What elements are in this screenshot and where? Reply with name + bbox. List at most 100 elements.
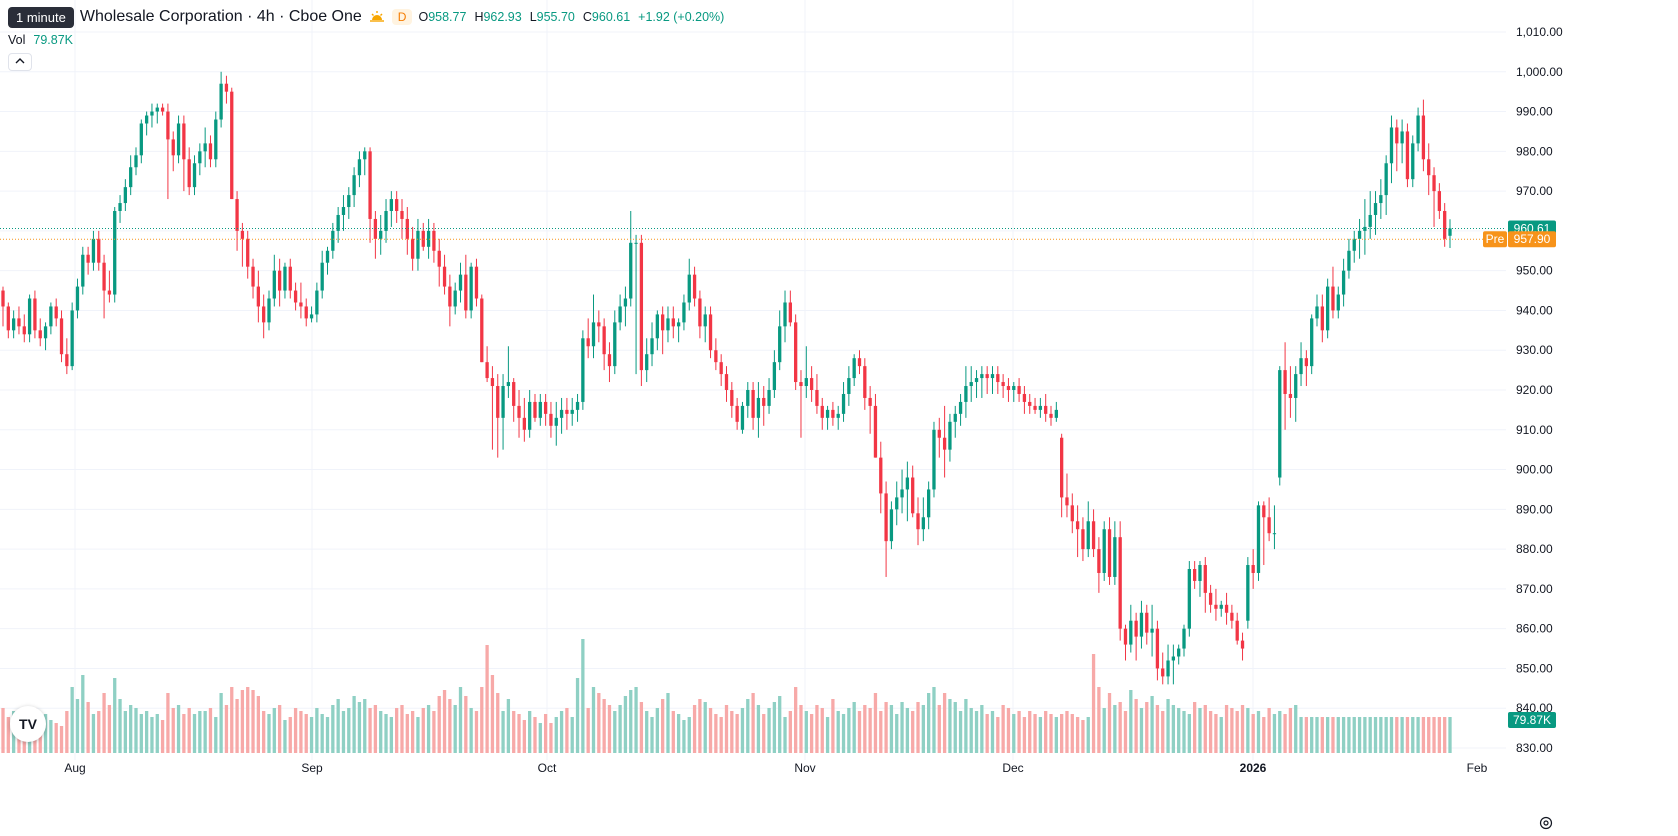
candle-body (458, 274, 463, 291)
candle-body (1310, 318, 1314, 367)
volume-bar (698, 699, 702, 753)
candle-body (543, 401, 548, 414)
candle-body (410, 238, 415, 259)
volume-bar (1224, 705, 1229, 753)
session-badge[interactable]: D (391, 9, 413, 25)
candle-body (964, 386, 968, 402)
candle-body (363, 151, 367, 160)
candle-body (879, 457, 883, 494)
volume-bar (549, 723, 553, 753)
candle-body (597, 322, 601, 327)
candle-body (1038, 405, 1043, 410)
candle-body (426, 230, 431, 247)
candle-body (559, 409, 564, 418)
candle-body (1129, 620, 1133, 645)
volume-bar (868, 708, 872, 753)
candle-body (501, 386, 505, 418)
candle-body (671, 318, 675, 327)
candle-body (900, 489, 904, 498)
candle-body (144, 115, 149, 124)
close-value: 960.61 (591, 10, 631, 24)
volume-legend: Vol 79.87K (8, 33, 73, 47)
volume-bar (1134, 699, 1138, 753)
candle-body (320, 262, 324, 291)
candle-body (756, 397, 761, 418)
volume-bar (767, 708, 771, 753)
volume-bar (836, 711, 840, 753)
volume-bar (692, 705, 697, 753)
candle-body (836, 413, 840, 418)
candle-body (240, 230, 245, 239)
candle-body (549, 413, 553, 426)
volume-bar (352, 696, 356, 753)
volume-bar (522, 720, 526, 753)
candle-body (1102, 529, 1106, 573)
candle-body (309, 314, 314, 319)
candle-body (1150, 628, 1154, 633)
candle-body (86, 254, 90, 263)
y-tick-label: 920.00 (1516, 383, 1553, 397)
tradingview-logo-icon[interactable]: TV (10, 706, 46, 742)
candle-body (607, 354, 612, 367)
chart-legend: 1 minute Wholesale Corporation · 4h · Cb… (8, 6, 724, 28)
candle-body (533, 401, 537, 418)
candle-body (841, 393, 846, 414)
volume-bar (288, 717, 292, 753)
close-label: C (582, 10, 592, 24)
volume-bar (59, 726, 64, 753)
pre-price-label: 957.90 (1514, 232, 1551, 246)
volume-bar (714, 714, 718, 753)
price-lines (0, 227, 1506, 240)
volume-bar (230, 687, 234, 753)
candle-body (687, 274, 691, 303)
candle-body (384, 211, 388, 231)
volume-bar (363, 699, 367, 753)
volume-bar (320, 714, 324, 753)
volume-bar (740, 708, 745, 753)
candle-body (884, 493, 888, 542)
volume-bar (331, 705, 335, 753)
volume-bar (554, 717, 558, 753)
candle-body (1145, 612, 1149, 633)
volume-bar (70, 687, 74, 753)
candle-body (1134, 620, 1138, 637)
volume-bar (102, 693, 106, 753)
candle-body (554, 417, 558, 426)
volume-bar (91, 714, 96, 753)
gear-icon[interactable] (1538, 815, 1554, 831)
volume-bar (49, 720, 53, 753)
volume-bar (1294, 705, 1298, 753)
candle-body (1288, 393, 1293, 398)
volume-bar (150, 717, 154, 753)
sun-icon (368, 8, 386, 26)
candle-body (129, 167, 133, 188)
volume-bar (762, 714, 766, 753)
volume-bar (395, 708, 399, 753)
volume-bar (708, 708, 713, 753)
volume-bar (1310, 717, 1314, 753)
candle-body (38, 330, 42, 339)
volume-bar (442, 690, 447, 753)
candle-body (182, 123, 186, 160)
collapse-legend-button[interactable] (8, 53, 32, 71)
volume-bar (1373, 717, 1378, 753)
candle-body (214, 119, 218, 160)
volume-bar (1448, 717, 1452, 753)
candle-body (645, 354, 649, 371)
timeframe-badge[interactable]: 1 minute (8, 6, 74, 28)
candle-body (224, 83, 229, 92)
volume-bar (1044, 711, 1048, 753)
volume-bar (927, 693, 931, 753)
volume-bar (682, 720, 686, 753)
volume-label[interactable]: Vol (8, 33, 26, 47)
candle-body (714, 350, 718, 363)
volume-bar (1272, 714, 1277, 753)
volume-bar (645, 711, 649, 753)
symbol-title[interactable]: Wholesale Corporation · 4h · Cboe One (79, 8, 362, 25)
volume-bar (687, 717, 691, 753)
candle-body (1118, 537, 1122, 629)
high-label: H (474, 10, 484, 24)
volume-bar (501, 711, 505, 753)
candle-body (512, 382, 516, 406)
